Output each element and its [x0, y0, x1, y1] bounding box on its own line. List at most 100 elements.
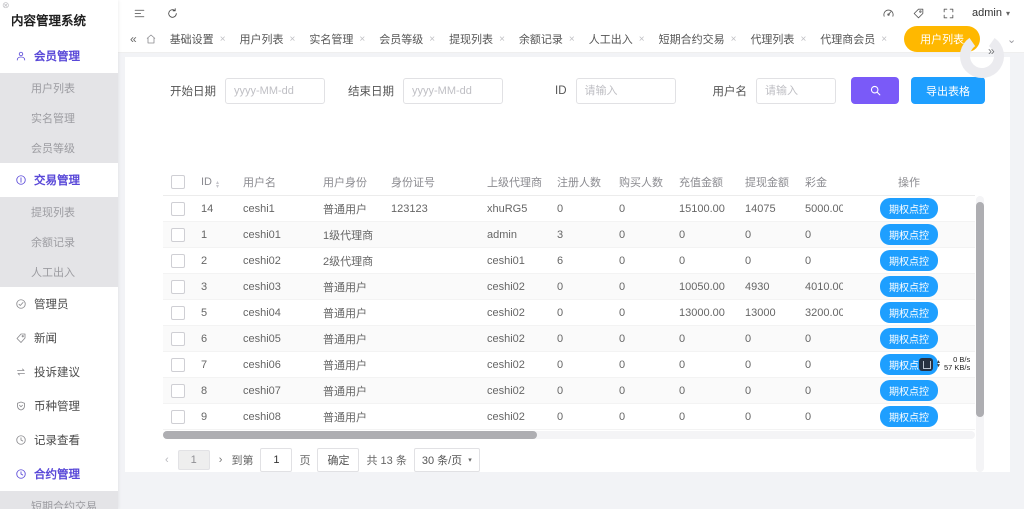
vertical-scrollbar[interactable] — [976, 196, 984, 472]
row-checkbox[interactable] — [171, 331, 185, 346]
sidebar-group-1[interactable]: 交易管理 — [0, 163, 118, 197]
sidebar-item-人工出入[interactable]: 人工出入 — [31, 267, 75, 279]
sidebar-group-label: 管理员 — [34, 299, 69, 311]
tab-代理列表[interactable]: 代理列表 × — [750, 31, 806, 47]
close-icon[interactable]: × — [568, 33, 575, 45]
horizontal-scrollbar-thumb[interactable] — [163, 431, 537, 439]
end-date-input[interactable] — [403, 77, 503, 104]
sidebar-item-用户列表[interactable]: 用户列表 — [31, 83, 75, 95]
sidebar-item-短期合约交易[interactable]: 短期合约交易 — [31, 501, 97, 509]
vertical-scrollbar-thumb[interactable] — [976, 201, 984, 417]
user-menu[interactable]: admin ▾ — [972, 7, 1010, 19]
sidebar-group-7[interactable]: 合约管理 — [0, 457, 118, 491]
cell-id: 14 — [193, 195, 235, 222]
sidebar-group-3[interactable]: 新闻 — [0, 321, 118, 355]
sidebar-group-4[interactable]: 投诉建议 — [0, 355, 118, 389]
close-icon[interactable]: × — [638, 33, 645, 45]
row-checkbox[interactable] — [171, 227, 185, 242]
select-all-checkbox[interactable] — [171, 175, 185, 189]
column-header-recharge: 充值金额 — [671, 169, 737, 196]
close-icon[interactable]: × — [219, 33, 226, 45]
cell-bonus: 0 — [797, 221, 843, 248]
cell-username: ceshi01 — [235, 221, 315, 248]
export-button[interactable]: 导出表格 — [911, 77, 985, 104]
option-control-button[interactable]: 期权点控 — [880, 380, 938, 401]
option-control-button[interactable]: 期权点控 — [880, 406, 938, 427]
menu-collapse-icon[interactable] — [133, 7, 146, 20]
option-control-button[interactable]: 期权点控 — [880, 224, 938, 245]
page-size-select[interactable]: 30 条/页 ▾ — [413, 448, 480, 472]
row-checkbox[interactable] — [171, 383, 185, 398]
tab-基础设置[interactable]: 基础设置 × — [170, 31, 226, 47]
cell-username: ceshi02 — [235, 247, 315, 274]
close-icon[interactable]: × — [289, 33, 296, 45]
row-checkbox[interactable] — [171, 253, 185, 268]
close-icon[interactable]: × — [359, 33, 366, 45]
refresh-icon[interactable] — [166, 7, 179, 20]
tab-会员等级[interactable]: 会员等级 × — [379, 31, 435, 47]
id-input[interactable] — [575, 77, 676, 104]
cell-buy: 0 — [611, 247, 671, 274]
row-checkbox[interactable] — [171, 201, 185, 216]
fullscreen-icon[interactable] — [942, 7, 955, 20]
tabs-scroll-left-icon[interactable]: « — [130, 32, 137, 46]
jump-page-input[interactable] — [260, 448, 293, 472]
cell-id: 2 — [193, 247, 235, 274]
users-table: ID ▴ ▾ 用户名 用户身份 身份证号 上级代理商 注册人数 购买人数 充值金额 提现金额 彩金 操作… — [163, 169, 975, 430]
sidebar-group-6[interactable]: 记录查看 — [0, 423, 118, 457]
home-icon[interactable] — [145, 33, 157, 45]
tab-实名管理[interactable]: 实名管理 × — [309, 31, 365, 47]
next-page-icon[interactable]: › — [218, 454, 223, 466]
cell-bonus: 5000.00 — [797, 195, 843, 222]
tab-余额记录[interactable]: 余额记录 × — [519, 31, 575, 47]
option-control-button[interactable]: 期权点控 — [880, 198, 938, 219]
option-control-button[interactable]: 期权点控 — [880, 302, 938, 323]
sidebar-group-label: 交易管理 — [34, 175, 80, 187]
start-date-input[interactable] — [225, 77, 325, 104]
row-checkbox[interactable] — [171, 409, 185, 424]
row-checkbox[interactable] — [171, 279, 185, 294]
row-checkbox[interactable] — [171, 305, 185, 320]
close-icon[interactable]: × — [429, 33, 436, 45]
tabs-scroll-right-icon[interactable]: » — [988, 44, 995, 58]
jump-confirm-button[interactable]: 确定 — [317, 448, 360, 472]
close-icon[interactable]: × — [881, 33, 888, 45]
sort-icon[interactable]: ▴ ▾ — [216, 179, 220, 190]
option-control-button[interactable]: 期权点控 — [880, 328, 938, 349]
close-icon[interactable]: × — [730, 33, 737, 45]
tab-提现列表[interactable]: 提现列表 × — [449, 31, 505, 47]
row-checkbox[interactable] — [171, 357, 185, 372]
prev-page-icon[interactable]: ‹ — [165, 454, 169, 466]
upload-speed: 0 B/s — [953, 355, 971, 364]
tab-短期合约交易[interactable]: 短期合约交易 × — [659, 31, 737, 47]
cell-id: 8 — [193, 377, 235, 404]
username-input[interactable] — [756, 77, 836, 104]
search-button[interactable] — [851, 77, 899, 104]
tab-用户列表[interactable]: 用户列表 — [904, 26, 981, 52]
column-header-action: 操作 — [843, 169, 975, 196]
table-row: 5 ceshi04 普通用户 ceshi02 0 0 13000.00 13000 3200.0… — [163, 299, 975, 326]
sidebar-item-会员等级[interactable]: 会员等级 — [31, 143, 75, 155]
close-icon[interactable]: × — [800, 33, 807, 45]
tab-代理商会员[interactable]: 代理商会员 × — [820, 31, 887, 47]
horizontal-scrollbar[interactable] — [163, 431, 975, 439]
option-control-button[interactable]: 期权点控 — [880, 276, 938, 297]
sidebar-group-0[interactable]: 会员管理 — [0, 39, 118, 73]
close-icon[interactable]: × — [499, 33, 505, 45]
cell-idcard — [383, 351, 479, 378]
tag-icon[interactable] — [912, 7, 925, 20]
sidebar-group-2[interactable]: 管理员 — [0, 287, 118, 321]
cell-identity: 普通用户 — [315, 351, 383, 378]
current-page[interactable]: 1 — [177, 450, 210, 470]
tabs-dropdown-icon[interactable]: ⌄ — [1007, 34, 1017, 46]
option-control-button[interactable]: 期权点控 — [880, 250, 938, 271]
tab-用户列表[interactable]: 用户列表 × — [240, 31, 296, 47]
sidebar-item-提现列表[interactable]: 提现列表 — [31, 207, 75, 219]
gauge-icon[interactable] — [882, 7, 895, 20]
sidebar-group-5[interactable]: 币种管理 — [0, 389, 118, 423]
tab-人工出入[interactable]: 人工出入 × — [589, 31, 645, 47]
column-header-id[interactable]: ID ▴ ▾ — [193, 169, 235, 196]
currency-icon — [15, 400, 27, 412]
sidebar-item-实名管理[interactable]: 实名管理 — [31, 113, 75, 125]
sidebar-item-余额记录[interactable]: 余额记录 — [31, 237, 75, 249]
